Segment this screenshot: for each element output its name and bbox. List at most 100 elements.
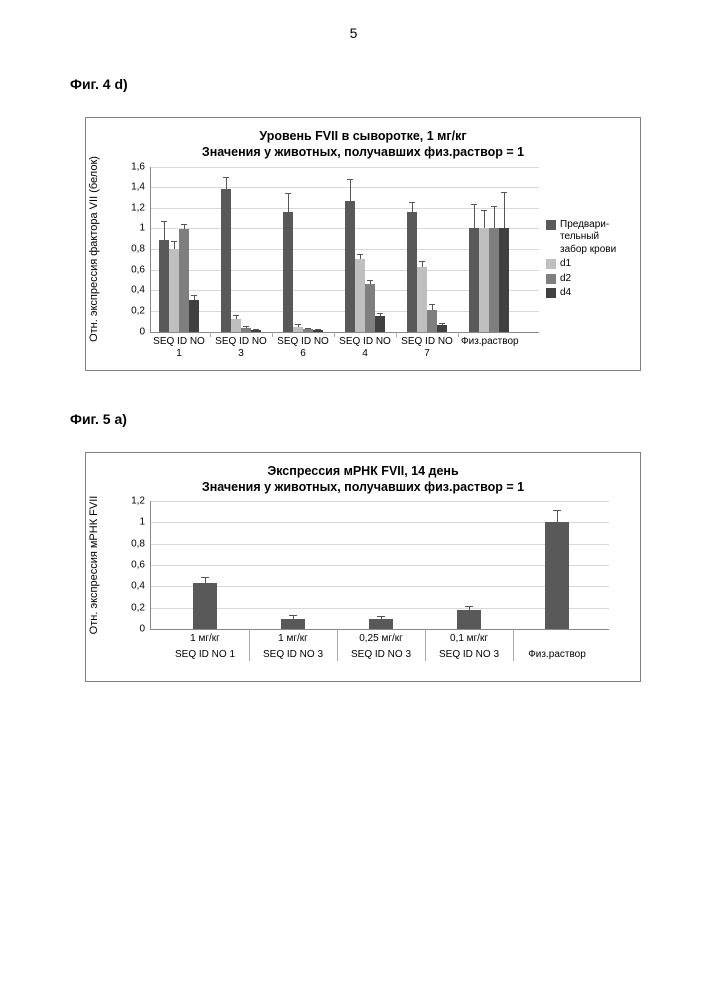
grid-line [151, 501, 609, 502]
error-bar [174, 241, 175, 249]
grid-line [151, 167, 539, 168]
fig4d-label: Фиг. 4 d) [70, 76, 707, 92]
page-number: 5 [0, 0, 707, 41]
xgroup-label: Физ.раствор [461, 332, 517, 348]
bar [169, 249, 179, 332]
error-cap [501, 192, 507, 193]
ytick-label: 1 [139, 517, 145, 528]
xgroup-label: SEQ ID NO 1 [151, 332, 207, 360]
ytick-label: 0,6 [131, 264, 145, 275]
group-tick [272, 332, 273, 337]
bar [457, 610, 481, 629]
ytick-label: 1,2 [131, 496, 145, 507]
bar [407, 212, 417, 332]
legend-swatch [546, 288, 556, 298]
grid-line [151, 565, 609, 566]
legend-row: d4 [546, 287, 616, 300]
ytick-label: 0,2 [131, 602, 145, 613]
error-cap [201, 577, 209, 578]
bar [179, 229, 189, 331]
error-cap [161, 221, 167, 222]
ytick-label: 0 [139, 326, 145, 337]
bar [231, 319, 241, 331]
ytick-label: 0,8 [131, 244, 145, 255]
legend-text: d4 [560, 287, 571, 300]
legend-row: d1 [546, 258, 616, 271]
bar [159, 240, 169, 332]
xgroup-label: SEQ ID NO 7 [399, 332, 455, 360]
bar [479, 228, 489, 331]
xgroup-label-bottom: SEQ ID NO 3 [425, 629, 513, 661]
ytick-label: 0 [139, 624, 145, 635]
ytick-label: 1 [139, 223, 145, 234]
error-cap [223, 177, 229, 178]
ytick-label: 1,6 [131, 161, 145, 172]
legend-text: d2 [560, 273, 571, 286]
fig4d-legend: Предвари-тельныйзабор кровиd1d2d4 [546, 219, 616, 302]
bar [281, 619, 305, 629]
error-cap [553, 510, 561, 511]
bar [345, 201, 355, 332]
ytick-label: 0,2 [131, 305, 145, 316]
error-cap [253, 329, 259, 330]
bar [489, 228, 499, 331]
error-cap [233, 315, 239, 316]
error-bar [350, 179, 351, 201]
xgroup-label-bottom: SEQ ID NO 3 [337, 629, 425, 661]
group-tick [396, 332, 397, 337]
error-cap [409, 202, 415, 203]
fig4d-plot: 00,20,40,60,811,21,41,6SEQ ID NO 1SEQ ID… [150, 167, 539, 333]
error-cap [315, 329, 321, 330]
bar [417, 267, 427, 332]
xgroup-label: SEQ ID NO 3 [213, 332, 269, 360]
bar [193, 583, 217, 629]
error-cap [295, 324, 301, 325]
error-cap [465, 606, 473, 607]
group-tick [210, 332, 211, 337]
fig5a-ylabel: Отн. экспрессия мРНК FVII [88, 496, 100, 635]
error-bar [164, 221, 165, 240]
legend-swatch [546, 220, 556, 230]
xgroup-label: SEQ ID NO 4 [337, 332, 393, 360]
error-bar [412, 202, 413, 212]
grid-line [151, 187, 539, 188]
grid-line [151, 608, 609, 609]
ytick-label: 0,6 [131, 560, 145, 571]
grid-line [151, 586, 609, 587]
legend-swatch [546, 274, 556, 284]
fig4d-title-line1: Уровень FVII в сыворотке, 1 мг/кг [259, 129, 466, 143]
error-cap [377, 313, 383, 314]
error-cap [481, 210, 487, 211]
grid-line [151, 522, 609, 523]
fig4d-ylabel: Отн. экспрессия фактора VII (белок) [88, 156, 100, 342]
bar [499, 228, 509, 331]
legend-swatch [546, 259, 556, 269]
xgroup-label-bottom: SEQ ID NO 3 [249, 629, 337, 661]
error-bar [504, 192, 505, 228]
fig4d-body: 00,20,40,60,811,21,41,6SEQ ID NO 1SEQ ID… [94, 167, 632, 362]
error-cap [357, 254, 363, 255]
error-bar [226, 177, 227, 189]
error-bar [288, 193, 289, 212]
legend-row: d2 [546, 273, 616, 286]
ytick-label: 0,4 [131, 581, 145, 592]
fig5a-title: Экспрессия мРНК FVII, 14 день Значения у… [94, 461, 632, 502]
ytick-label: 0,4 [131, 285, 145, 296]
fig4d-chart: Уровень FVII в сыворотке, 1 мг/кг Значен… [85, 117, 641, 371]
error-cap [367, 280, 373, 281]
bar [369, 619, 393, 629]
xgroup-label-bottom: SEQ ID NO 1 [161, 629, 249, 661]
bar [375, 316, 385, 331]
xgroup-label-bottom: Физ.раствор [513, 629, 601, 661]
xgroup-label: SEQ ID NO 6 [275, 332, 331, 360]
error-cap [471, 204, 477, 205]
fig5a-plot: 00,20,40,60,811,21 мг/кгSEQ ID NO 11 мг/… [150, 501, 609, 630]
error-cap [491, 206, 497, 207]
bar [365, 284, 375, 331]
bar [189, 300, 199, 332]
legend-text: d1 [560, 258, 571, 271]
fig5a-title-line1: Экспрессия мРНК FVII, 14 день [267, 464, 458, 478]
error-cap [347, 179, 353, 180]
bar [355, 259, 365, 331]
fig5a-label: Фиг. 5 a) [70, 411, 707, 427]
